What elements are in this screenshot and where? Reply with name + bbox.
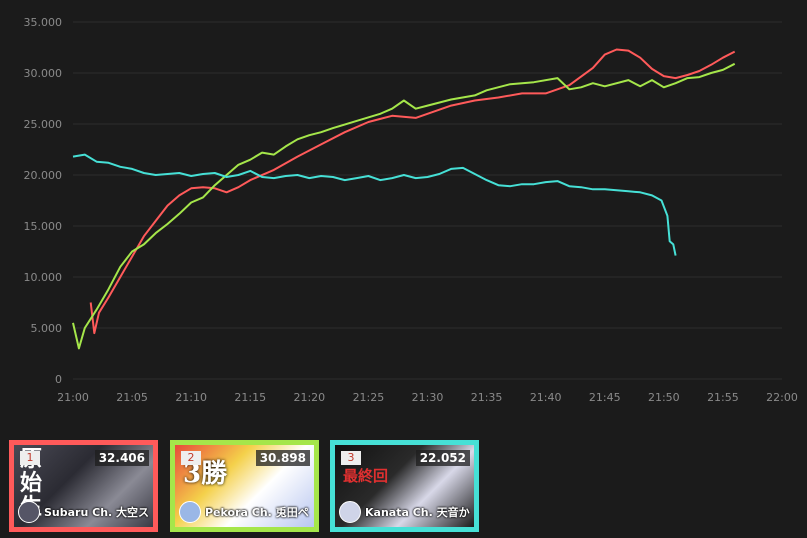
- x-tick-label: 21:10: [175, 391, 207, 404]
- series-line-subaru-ch: [89, 48, 736, 335]
- y-axis-ticks: 35.000 30.000 25.000 20.000 15.000 10.000 5.00…: [24, 16, 63, 386]
- rank-badge: 2: [181, 451, 201, 465]
- viewer-count: 30.898: [255, 450, 310, 466]
- x-tick-label: 21:15: [234, 391, 266, 404]
- x-tick-label: 21:00: [57, 391, 89, 404]
- x-tick-label: 21:40: [530, 391, 562, 404]
- channel-card-2[interactable]: 3勝 2 30.898 Pekora Ch. 兎田ペ: [170, 440, 319, 532]
- stream-thumbnail[interactable]: 3勝 2 30.898 Pekora Ch. 兎田ペ: [175, 445, 314, 527]
- x-tick-label: 21:05: [116, 391, 148, 404]
- y-tick-label: 30.000: [24, 67, 63, 80]
- stream-thumbnail[interactable]: 最終回 3 22.052 Kanata Ch. 天音か: [335, 445, 474, 527]
- series-lines: [72, 48, 736, 350]
- x-tick-label: 21:20: [293, 391, 325, 404]
- avatar: [179, 501, 201, 523]
- stream-thumbnail[interactable]: 原始生 1 32.406 Subaru Ch. 大空ス: [14, 445, 153, 527]
- series-line-pekora-ch: [72, 62, 736, 350]
- rank-badge: 1: [20, 451, 40, 465]
- channel-card-3[interactable]: 最終回 3 22.052 Kanata Ch. 天音か: [330, 440, 479, 532]
- y-tick-label: 15.000: [24, 220, 63, 233]
- x-tick-label: 21:50: [648, 391, 680, 404]
- y-tick-label: 5.000: [31, 322, 63, 335]
- viewer-count: 22.052: [415, 450, 470, 466]
- y-tick-label: 25.000: [24, 118, 63, 131]
- y-tick-label: 0: [55, 373, 62, 386]
- x-axis-ticks: 21:00 21:05 21:10 21:15 21:20 21:25 21:30 21:35…: [57, 391, 798, 404]
- y-tick-label: 35.000: [24, 16, 63, 29]
- x-tick-label: 21:35: [471, 391, 503, 404]
- y-tick-label: 10.000: [24, 271, 63, 284]
- channel-name: Kanata Ch. 天音か: [365, 506, 470, 519]
- grid-lines: [73, 21, 782, 380]
- avatar: [339, 501, 361, 523]
- series-line-kanata-ch: [72, 153, 677, 256]
- rank-badge: 3: [341, 451, 361, 465]
- avatar: [18, 501, 40, 523]
- channel-card-1[interactable]: 原始生 1 32.406 Subaru Ch. 大空ス: [9, 440, 158, 532]
- x-tick-label: 21:55: [707, 391, 739, 404]
- x-tick-label: 22:00: [766, 391, 798, 404]
- line-chart: 35.000 30.000 25.000 20.000 15.000 10.000 5.00…: [24, 16, 798, 404]
- channel-name: Pekora Ch. 兎田ペ: [205, 506, 309, 519]
- viewer-count: 32.406: [94, 450, 149, 466]
- y-tick-label: 20.000: [24, 169, 63, 182]
- x-tick-label: 21:45: [589, 391, 621, 404]
- thumbnail-art: 最終回: [343, 467, 389, 485]
- x-tick-label: 21:25: [353, 391, 385, 404]
- x-tick-label: 21:30: [412, 391, 444, 404]
- channel-name: Subaru Ch. 大空ス: [44, 506, 150, 519]
